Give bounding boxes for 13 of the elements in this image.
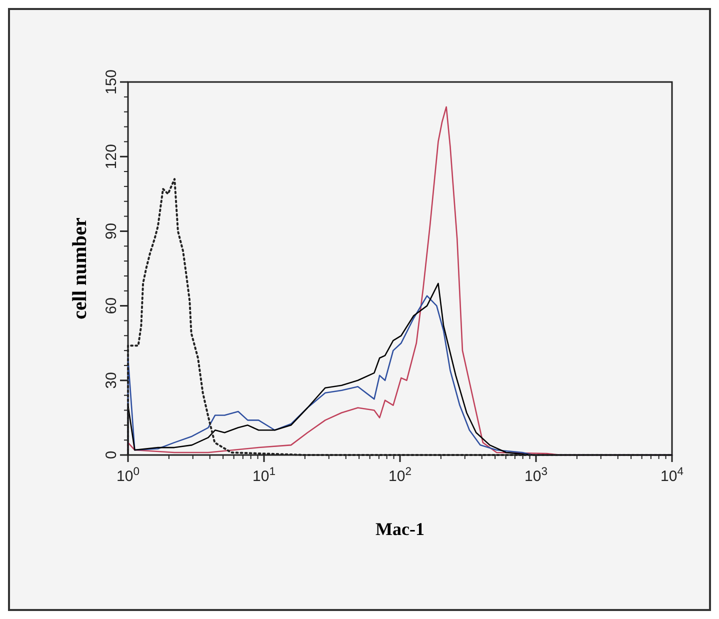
- y-tick-label: 30: [103, 372, 120, 389]
- y-tick-label: 120: [103, 144, 120, 170]
- y-tick-label: 90: [103, 222, 120, 240]
- y-tick-label: 60: [103, 297, 120, 314]
- y-tick-label: 0: [103, 450, 120, 460]
- y-tick-label: 150: [103, 69, 120, 95]
- x-tick-label: 10$^{2}$: [388, 466, 412, 485]
- x-tick-label: 10$^{3}$: [524, 466, 548, 485]
- y-axis-title: cell number: [69, 218, 91, 320]
- x-axis-title: Mac-1: [376, 519, 424, 539]
- x-tick-label: 10$^{4}$: [660, 466, 684, 485]
- x-tick-label: 10$^{1}$: [252, 466, 276, 485]
- x-tick-label: 10$^{0}$: [116, 466, 140, 485]
